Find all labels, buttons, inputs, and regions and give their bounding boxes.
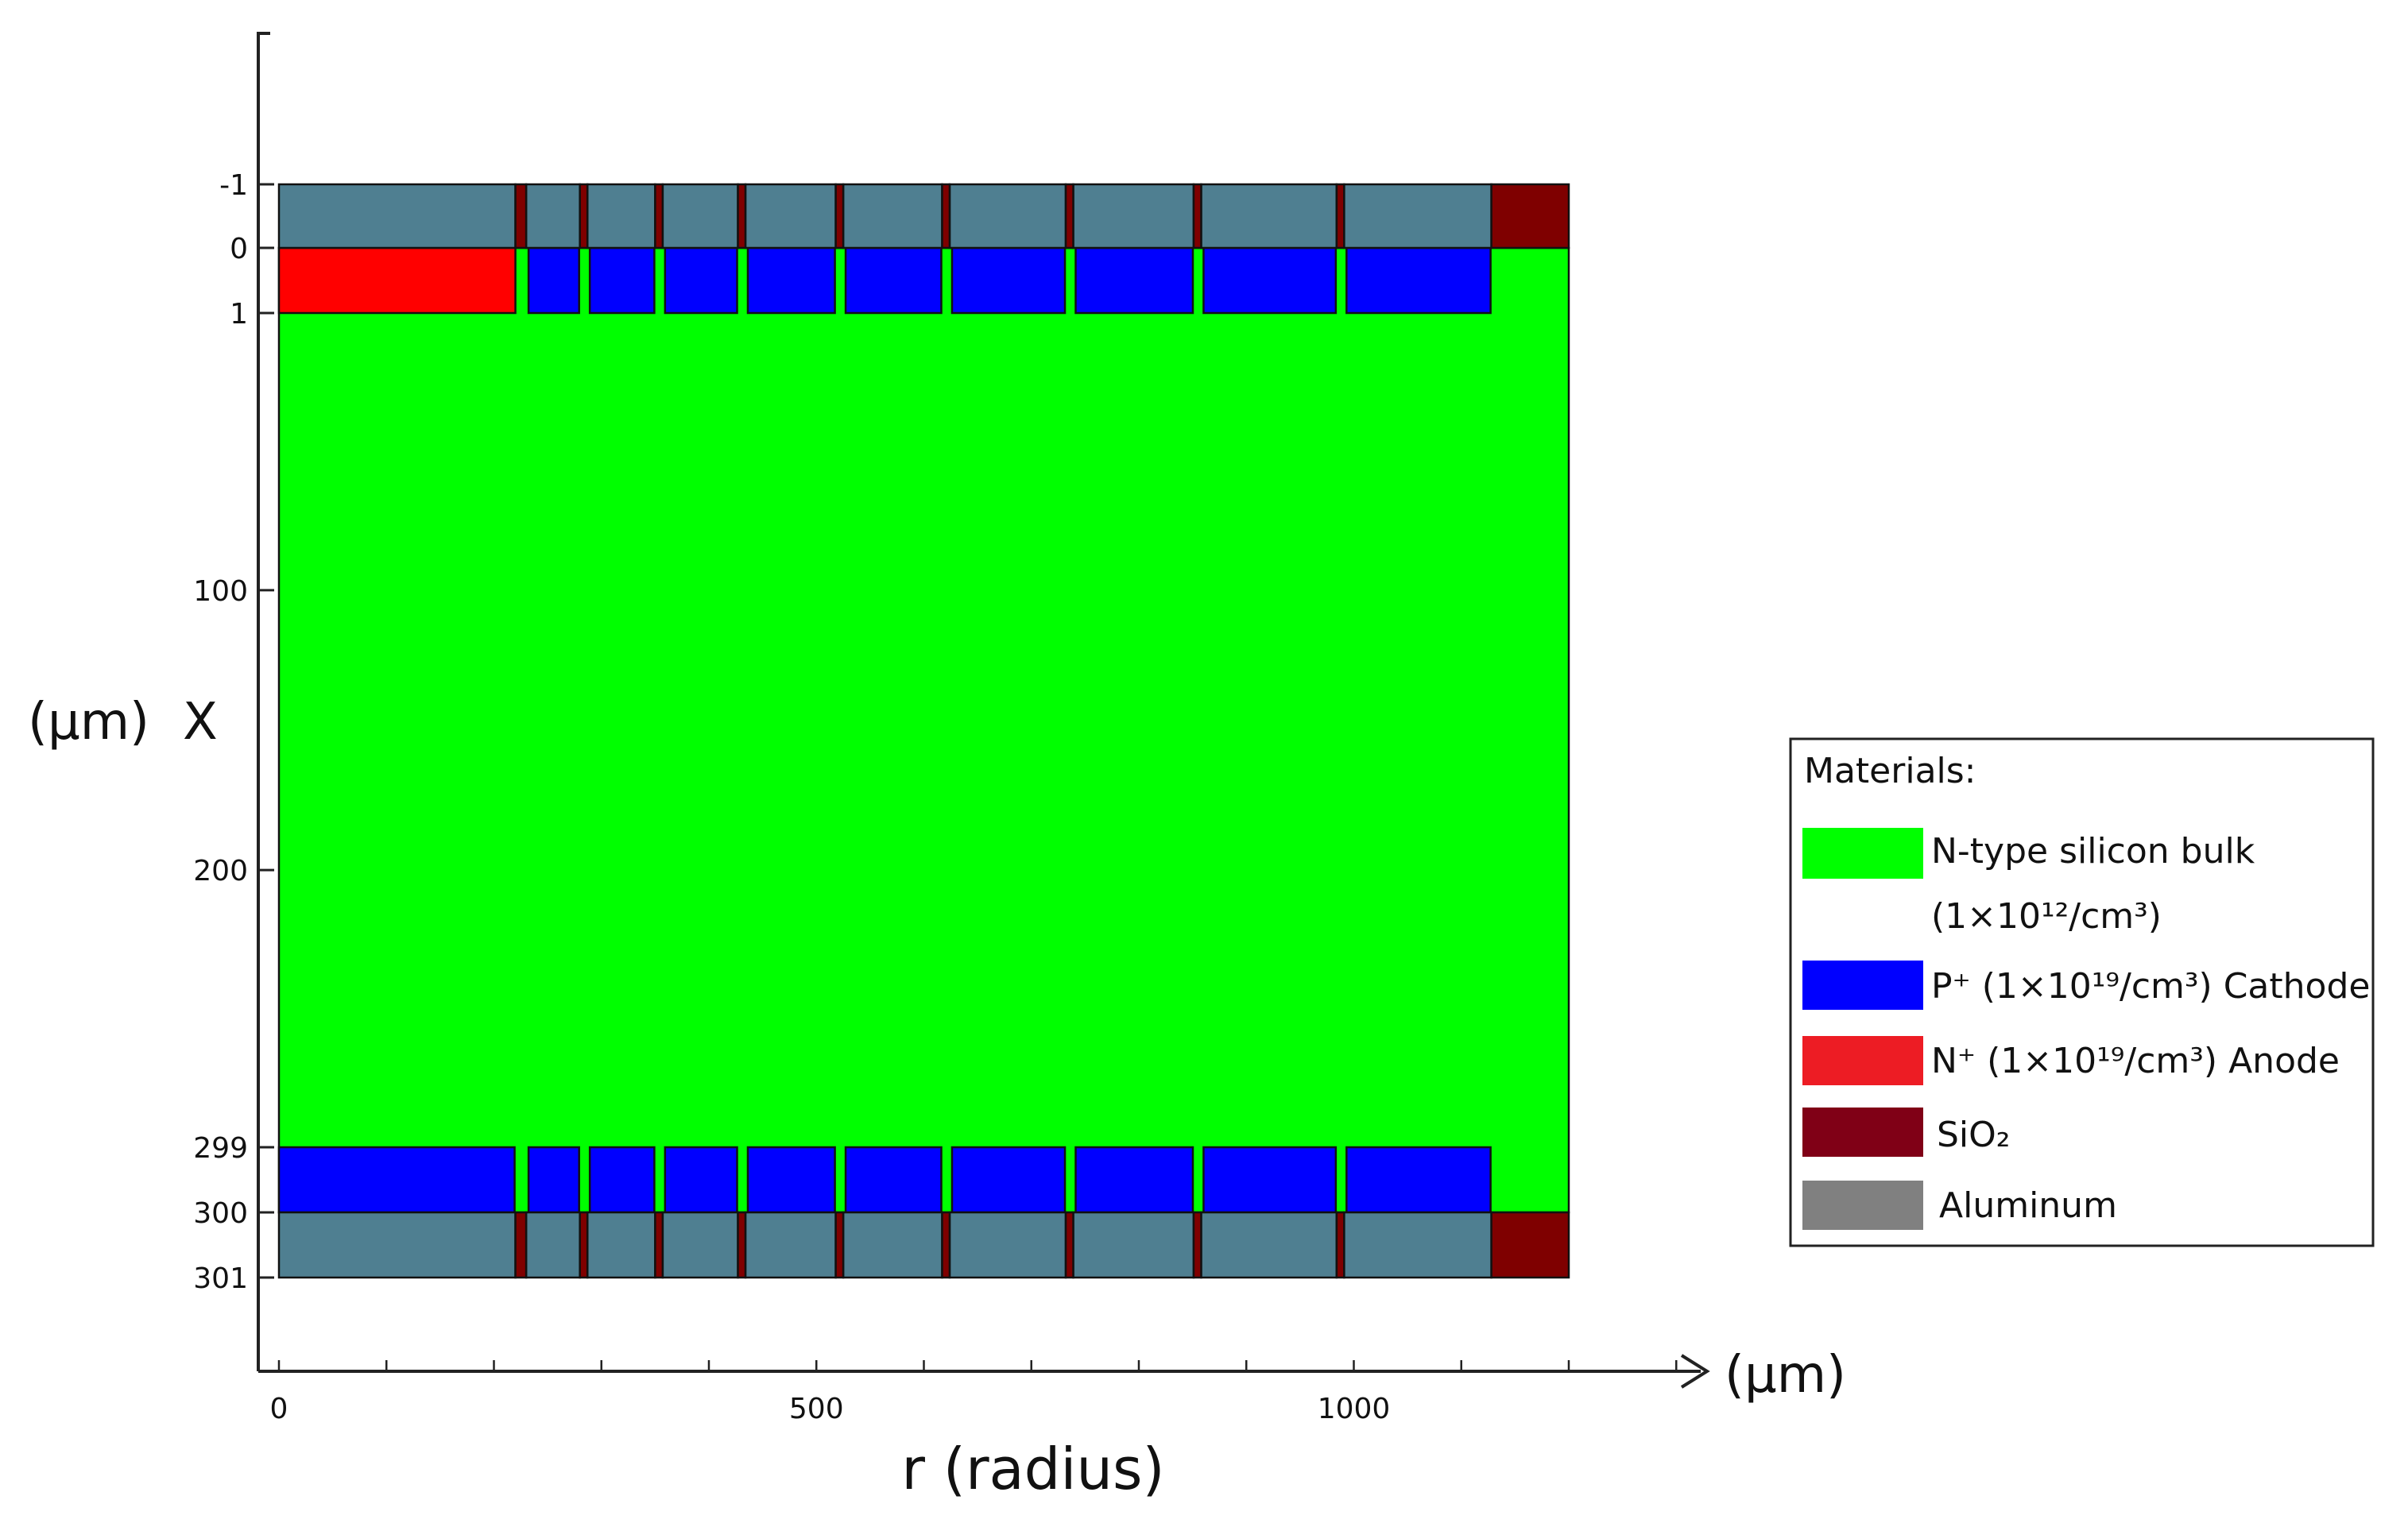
x-axis-title: r (radius) — [901, 1436, 1164, 1502]
legend: Materials: N-type silicon bulk (1×10¹²/c… — [1789, 737, 2375, 1247]
front-oxide-gap — [941, 183, 951, 249]
front-aluminum-electrode — [1072, 183, 1195, 249]
legend-label-bulk: N-type silicon bulk — [1931, 831, 2255, 872]
front-cathode-strip — [664, 246, 738, 315]
legend-label-anode: N⁺ (1×10¹⁹/cm³) Anode — [1931, 1041, 2340, 1081]
legend-label-oxide: SiO₂ — [1937, 1115, 2010, 1155]
x-tick-label: 0 — [270, 1393, 288, 1425]
y-tick-label: 301 — [193, 1262, 248, 1295]
y-tick-label: -1 — [219, 169, 248, 202]
y-tick-label: 299 — [193, 1132, 248, 1165]
back-cathode-strip — [746, 1146, 836, 1214]
front-aluminum-electrode — [1200, 183, 1338, 249]
y-axis-title: X — [183, 693, 218, 752]
front-cathode-strip — [746, 246, 836, 315]
front-cathode-strip — [1345, 246, 1492, 315]
front-cathode-strip — [588, 246, 656, 315]
front-cathode-strip — [950, 246, 1067, 315]
back-cathode-strip — [1345, 1146, 1492, 1214]
back-cathode-strip — [844, 1146, 943, 1214]
legend-swatch-anode — [1802, 1036, 1923, 1085]
y-tick-label: 1 — [230, 298, 248, 331]
x-tick-label: 1000 — [1318, 1393, 1391, 1425]
back-cathode-strip — [588, 1146, 656, 1214]
back-oxide-gap — [579, 1211, 589, 1279]
legend-label-bulk-doping: (1×10¹²/cm³) — [1931, 896, 2162, 937]
front-aluminum-electrode — [1343, 183, 1492, 249]
back-aluminum-electrode — [1343, 1211, 1492, 1279]
back-oxide-gap — [1335, 1211, 1345, 1279]
front-oxide-gap — [579, 183, 589, 249]
front-aluminum-electrode — [586, 183, 656, 249]
front-oxide-gap — [1335, 183, 1345, 249]
front-oxide-gap — [1192, 183, 1202, 249]
legend-swatch-aluminum — [1802, 1181, 1923, 1230]
front-aluminum-electrode — [948, 183, 1067, 249]
back-aluminum-electrode — [277, 1211, 517, 1279]
back-oxide-gap — [941, 1211, 951, 1279]
back-aluminum-electrode — [1200, 1211, 1338, 1279]
legend-box — [1789, 737, 2375, 1247]
back-cathode-strip — [527, 1146, 580, 1214]
back-cathode-strip — [1074, 1146, 1194, 1214]
axes: -1 0 1 100 200 299 300 301 0 500 1000 — [193, 32, 1710, 1425]
back-aluminum-electrode — [744, 1211, 837, 1279]
front-cathode-strip — [527, 246, 580, 315]
back-oxide-gap — [1192, 1211, 1202, 1279]
back-aluminum-electrode — [1072, 1211, 1195, 1279]
back-oxide-gap — [1064, 1211, 1074, 1279]
front-aluminum-electrode — [842, 183, 943, 249]
front-oxide-gap — [737, 183, 747, 249]
silicon-bulk — [277, 246, 1570, 1214]
back-cathode-strip — [950, 1146, 1067, 1214]
y-tick-label: 100 — [193, 575, 248, 608]
back-oxide-gap — [514, 1211, 528, 1279]
front-oxide-gap — [1064, 183, 1074, 249]
back-aluminum-electrode — [842, 1211, 943, 1279]
front-oxide-gap — [514, 183, 528, 249]
back-aluminum-electrode — [661, 1211, 739, 1279]
x-axis-arrowhead — [1680, 1354, 1710, 1389]
front-oxide-gap — [654, 183, 664, 249]
back-aluminum-electrode — [525, 1211, 581, 1279]
front-cathode-strip — [1202, 246, 1338, 315]
legend-label-cathode: P⁺ (1×10¹⁹/cm³) Cathode — [1931, 966, 2370, 1007]
x-axis-unit: (µm) — [1725, 1346, 1846, 1405]
y-ticks: -1 0 1 100 200 299 300 301 — [193, 169, 274, 1295]
device-structure — [277, 183, 1570, 1279]
legend-swatch-bulk — [1802, 828, 1923, 879]
front-aluminum-anode — [277, 183, 517, 249]
back-aluminum-electrode — [948, 1211, 1067, 1279]
front-cathode-strip — [844, 246, 943, 315]
back-cathode-strip — [1202, 1146, 1338, 1214]
y-axis-unit: (µm) — [28, 693, 149, 752]
legend-label-aluminum: Aluminum — [1939, 1185, 2117, 1226]
back-oxide-gap — [834, 1211, 845, 1279]
back-cathode-strip — [277, 1146, 516, 1214]
legend-swatch-cathode — [1802, 961, 1923, 1010]
back-edge-oxide — [1490, 1211, 1570, 1279]
y-tick-label: 300 — [193, 1197, 248, 1230]
back-aluminum-electrode — [586, 1211, 656, 1279]
back-oxide-gap — [654, 1211, 664, 1279]
y-tick-label: 0 — [230, 233, 248, 265]
front-aluminum-electrode — [744, 183, 837, 249]
x-ticks: 0 500 1000 — [270, 1360, 1678, 1425]
back-cathode-strip — [664, 1146, 738, 1214]
legend-swatch-oxide — [1802, 1108, 1923, 1157]
y-tick-label: 200 — [193, 855, 248, 887]
x-tick-label: 500 — [789, 1393, 844, 1425]
legend-title: Materials: — [1804, 751, 1976, 791]
anode-implant — [277, 246, 517, 315]
front-aluminum-electrode — [661, 183, 739, 249]
front-oxide-gap — [834, 183, 845, 249]
axis-titles: (µm) X r (radius) (µm) — [28, 693, 1846, 1502]
front-cathode-strip — [1074, 246, 1194, 315]
front-aluminum-electrode — [525, 183, 581, 249]
front-edge-oxide — [1490, 183, 1570, 249]
back-oxide-gap — [737, 1211, 747, 1279]
